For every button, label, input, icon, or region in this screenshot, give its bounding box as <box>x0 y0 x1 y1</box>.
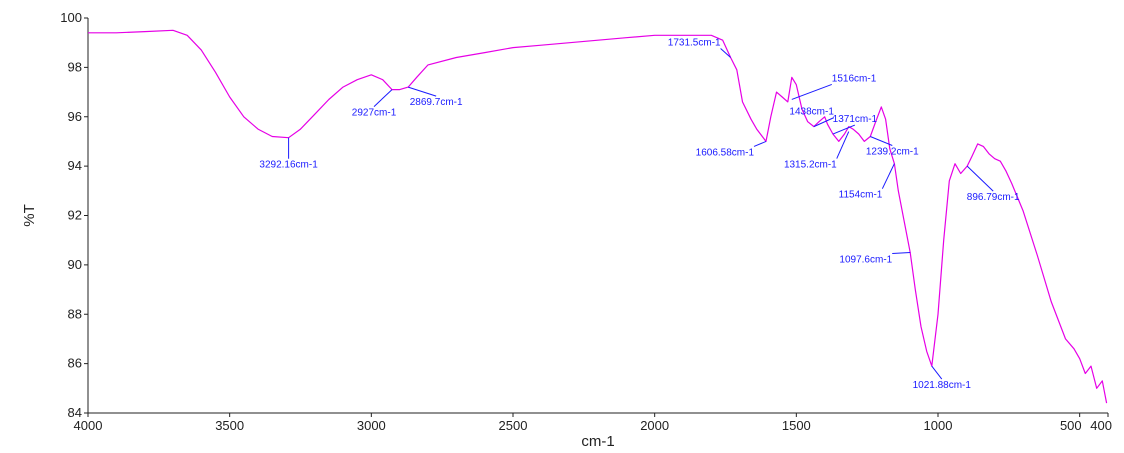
peak-label: 2927cm-1 <box>352 108 397 119</box>
x-tick-label: 3500 <box>215 418 244 433</box>
peak-label: 1438cm-1 <box>789 107 834 118</box>
peak-leader-line <box>892 252 911 255</box>
x-tick-label: 1000 <box>924 418 953 433</box>
y-tick-label: 98 <box>68 59 82 74</box>
peak-label: 1097.6cm-1 <box>839 255 892 266</box>
peak-label: 1606.58cm-1 <box>696 147 755 158</box>
y-tick-label: 84 <box>68 405 82 420</box>
peak-label: 1516cm-1 <box>832 73 877 84</box>
peak-label: 896.79cm-1 <box>967 192 1020 203</box>
x-tick-label: 2500 <box>499 418 528 433</box>
x-axis-label: cm-1 <box>581 433 614 450</box>
y-tick-label: 90 <box>68 257 82 272</box>
y-axis-label: %T <box>21 204 38 227</box>
peak-leader-line <box>373 89 393 107</box>
spectrum-series <box>88 29 1108 404</box>
x-tick-label: 4000 <box>74 418 103 433</box>
y-tick-label: 94 <box>68 158 82 173</box>
peak-leader-line <box>870 136 893 146</box>
peak-label: 1371cm-1 <box>833 114 878 125</box>
x-tick-label: 1500 <box>782 418 811 433</box>
y-tick-label: 88 <box>68 306 82 321</box>
peak-label: 1239.2cm-1 <box>866 147 919 158</box>
peak-label: 2869.7cm-1 <box>410 97 463 108</box>
peak-leader-line <box>408 86 437 97</box>
y-tick-label: 92 <box>68 208 82 223</box>
peak-label: 1154cm-1 <box>839 190 883 201</box>
peak-label: 1731.5cm-1 <box>668 38 721 49</box>
peak-leader-line <box>813 117 835 128</box>
y-tick-label: 100 <box>60 10 82 25</box>
peak-leader-line <box>720 48 731 58</box>
peak-leader-line <box>966 165 994 192</box>
spectrum-line-0 <box>88 29 1108 404</box>
x-tick-label: 400 <box>1090 418 1112 433</box>
peak-leader-line <box>836 131 850 159</box>
peak-leader-line <box>753 140 767 147</box>
peak-label: 3292.16cm-1 <box>259 160 318 171</box>
peak-leader-line <box>832 124 856 135</box>
x-tick-label: 500 <box>1060 418 1082 433</box>
peak-leader-line <box>931 365 943 380</box>
peak-label: 1315.2cm-1 <box>784 160 837 171</box>
y-axis: 84 86 88 90 92 94 96 98 100 <box>60 10 89 420</box>
peak-leader-line <box>791 84 832 100</box>
x-tick-label: 2000 <box>640 418 669 433</box>
peak-annotations: 3292.16cm-1 2927cm-1 2869.7cm-1 1731.5cm-1 1… <box>259 38 1020 392</box>
x-tick-label: 3000 <box>357 418 386 433</box>
peak-leader-line <box>881 163 895 189</box>
y-tick-label: 96 <box>68 109 82 124</box>
y-tick-label: 86 <box>68 356 82 371</box>
x-axis: 4000 3500 3000 2500 2000 1500 1000 500 400 <box>74 412 1112 433</box>
peak-label: 1021.88cm-1 <box>913 380 972 391</box>
